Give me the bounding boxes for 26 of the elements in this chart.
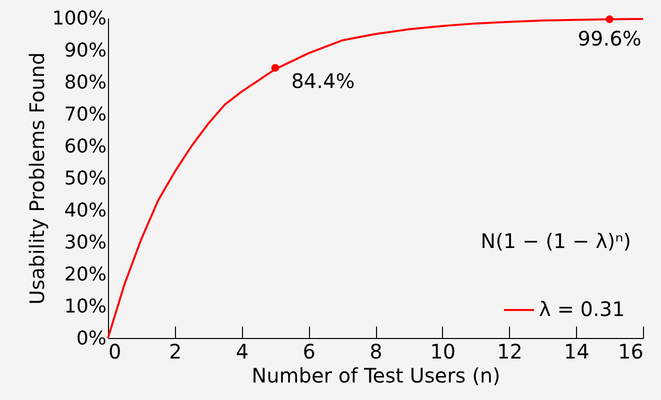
y-tick-label: 0% <box>76 328 106 350</box>
y-tick-label: 60% <box>64 136 106 158</box>
x-tick-label: 6 <box>302 340 316 364</box>
x-tick-label: 12 <box>497 340 522 364</box>
x-axis-title: Number of Test Users (n) <box>252 364 500 388</box>
x-tick-label: 8 <box>370 340 382 364</box>
x-tick-label: 2 <box>169 340 182 364</box>
y-tick-label: 10% <box>64 296 106 318</box>
y-axis-title: Usability Problems Found <box>25 52 50 305</box>
x-tick-label: 14 <box>564 340 590 364</box>
y-tick-label: 70% <box>64 104 106 126</box>
x-tick-label: 4 <box>236 340 249 364</box>
x-tick-label: 16 <box>618 340 644 364</box>
data-label: 84.4% <box>291 68 355 93</box>
y-tick-label: 90% <box>64 40 106 62</box>
y-tick-label: 80% <box>64 72 106 94</box>
y-tick-label: 100% <box>52 8 106 30</box>
annotation: N(1 − (1 − λ)ⁿ) <box>480 229 631 253</box>
y-tick-label: 30% <box>64 232 106 254</box>
y-tick-label: 50% <box>64 168 106 190</box>
x-tick-label: 10 <box>430 340 456 364</box>
legend-label: λ = 0.31 <box>539 297 625 321</box>
y-tick-label: 40% <box>64 200 106 222</box>
data-label: 99.6% <box>578 26 642 50</box>
x-tick-label: 0 <box>108 340 122 364</box>
y-tick-label: 20% <box>64 264 106 286</box>
